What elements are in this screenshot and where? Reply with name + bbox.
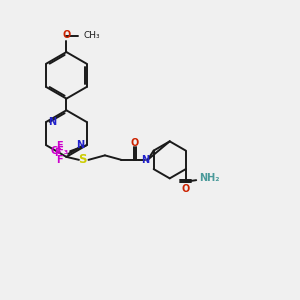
- Text: N: N: [49, 117, 57, 127]
- Text: F: F: [56, 141, 63, 151]
- Text: CF₃: CF₃: [50, 146, 69, 156]
- Text: O: O: [130, 138, 138, 148]
- Text: S: S: [78, 153, 86, 167]
- Text: F: F: [56, 154, 63, 165]
- Text: NH₂: NH₂: [199, 173, 220, 183]
- Text: O: O: [62, 30, 70, 40]
- Text: N: N: [141, 155, 149, 165]
- Text: O: O: [181, 184, 189, 194]
- Text: F: F: [54, 148, 61, 158]
- Text: CH₃: CH₃: [84, 31, 100, 40]
- Text: N: N: [76, 140, 84, 150]
